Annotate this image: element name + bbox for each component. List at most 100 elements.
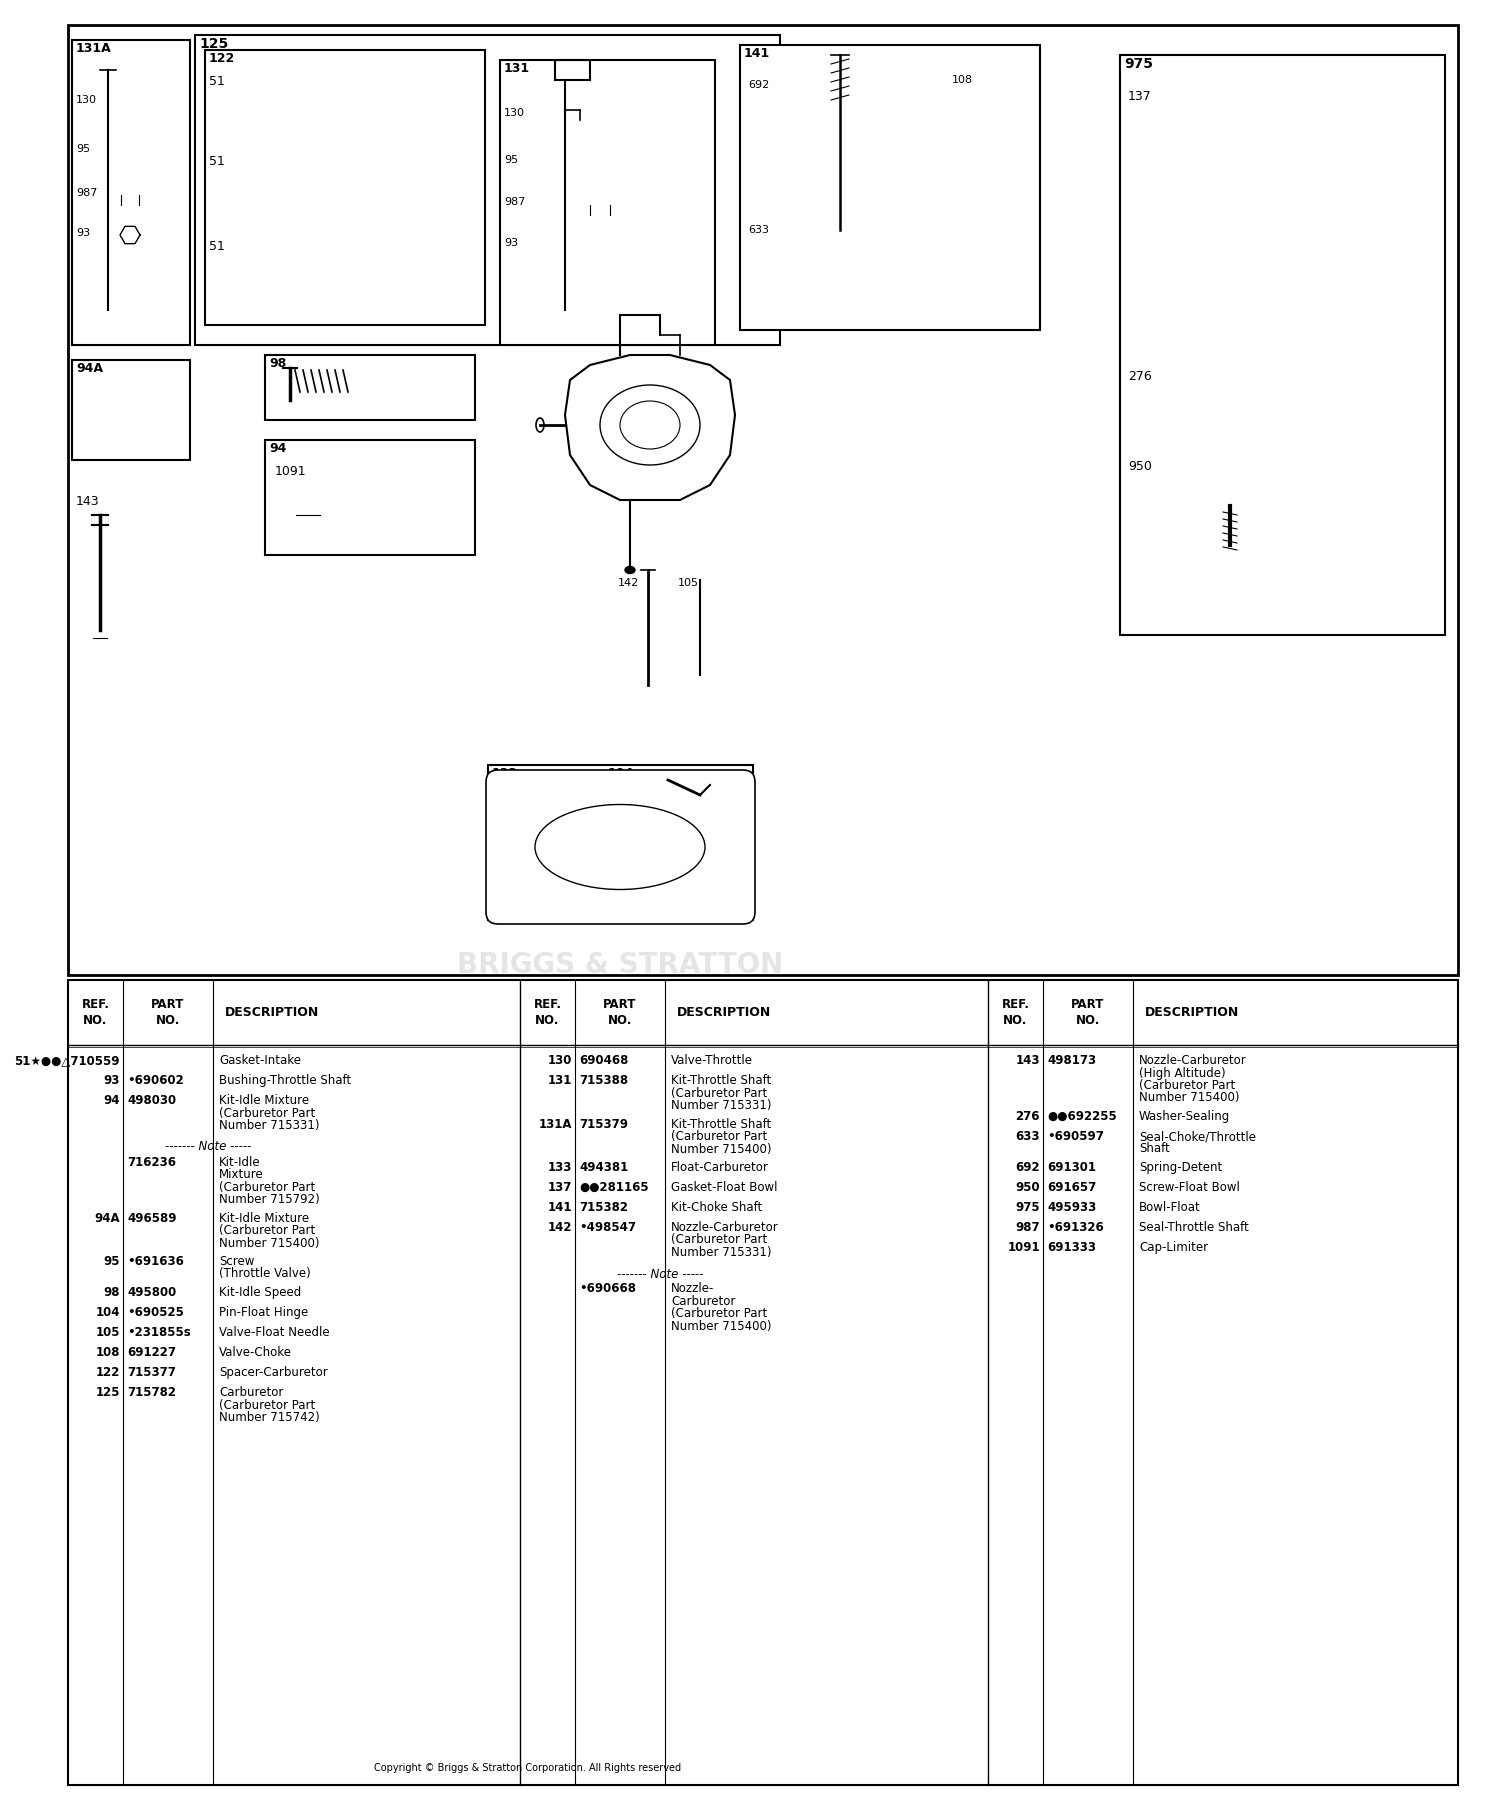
Text: 93: 93	[104, 1075, 120, 1087]
Text: 143: 143	[1016, 1055, 1040, 1067]
Text: Float-Carburetor: Float-Carburetor	[670, 1161, 770, 1174]
Bar	[195, 34, 780, 346]
Text: 690468: 690468	[579, 1055, 628, 1067]
Text: Shaft: Shaft	[1138, 1143, 1170, 1156]
Text: 691227: 691227	[128, 1346, 176, 1359]
Text: Kit-Throttle Shaft: Kit-Throttle Shaft	[670, 1075, 771, 1087]
Text: 496589: 496589	[128, 1211, 177, 1224]
Text: Valve-Float Needle: Valve-Float Needle	[219, 1327, 330, 1339]
Text: Gasket-Intake: Gasket-Intake	[219, 1055, 302, 1067]
Text: ------- Note -----: ------- Note -----	[165, 1141, 250, 1154]
Text: 987: 987	[76, 187, 98, 198]
Polygon shape	[694, 644, 706, 686]
Bar	[1120, 56, 1444, 635]
Text: •690668: •690668	[579, 1282, 636, 1296]
Text: Carburetor: Carburetor	[670, 1294, 735, 1309]
FancyBboxPatch shape	[486, 770, 754, 923]
Text: Kit-Throttle Shaft: Kit-Throttle Shaft	[670, 1118, 771, 1130]
Text: (Carburetor Part: (Carburetor Part	[1138, 1078, 1236, 1093]
Ellipse shape	[626, 567, 634, 574]
Text: 125: 125	[96, 1386, 120, 1399]
Bar	[68, 979, 1458, 1786]
Text: 105: 105	[678, 578, 699, 589]
Text: NO.: NO.	[536, 1013, 560, 1028]
Text: Number 715400): Number 715400)	[1138, 1091, 1239, 1105]
Text: •690597: •690597	[1047, 1130, 1104, 1143]
Text: 143: 143	[76, 495, 99, 508]
Text: 137: 137	[1128, 90, 1152, 103]
Text: 133: 133	[548, 1161, 572, 1174]
Text: 498173: 498173	[1047, 1055, 1096, 1067]
Text: 95: 95	[76, 144, 90, 155]
Text: 104: 104	[608, 767, 634, 779]
Ellipse shape	[642, 684, 654, 691]
Text: Carburetor: Carburetor	[219, 1386, 284, 1399]
Text: 987: 987	[1016, 1220, 1040, 1235]
Text: 691333: 691333	[1047, 1240, 1096, 1255]
Bar	[72, 360, 190, 461]
Text: Mixture: Mixture	[219, 1168, 264, 1181]
Text: 122: 122	[96, 1366, 120, 1379]
Text: Kit-Idle Speed: Kit-Idle Speed	[219, 1285, 302, 1300]
Text: PART: PART	[152, 997, 184, 1012]
Text: Number 715742): Number 715742)	[219, 1411, 320, 1424]
Text: •691326: •691326	[1047, 1220, 1104, 1235]
Text: NO.: NO.	[84, 1013, 108, 1028]
Text: REF.: REF.	[534, 997, 561, 1012]
Polygon shape	[588, 238, 612, 259]
Text: DESCRIPTION: DESCRIPTION	[1144, 1006, 1239, 1019]
Text: 98: 98	[104, 1285, 120, 1300]
Text: Number 715400): Number 715400)	[670, 1319, 771, 1334]
Text: 108: 108	[952, 76, 974, 85]
Text: 141: 141	[548, 1201, 572, 1213]
Text: 105: 105	[96, 1327, 120, 1339]
Text: Number 715400): Number 715400)	[219, 1237, 320, 1249]
Bar	[72, 40, 190, 346]
Text: 987: 987	[504, 196, 525, 207]
Circle shape	[138, 409, 158, 428]
Text: Kit-Idle: Kit-Idle	[219, 1156, 261, 1168]
Bar	[266, 439, 476, 554]
Text: NO.: NO.	[1004, 1013, 1028, 1028]
Text: 142: 142	[548, 1220, 572, 1235]
Text: 93: 93	[76, 229, 90, 238]
Text: ●●692255: ●●692255	[1047, 1111, 1116, 1123]
Text: (Carburetor Part: (Carburetor Part	[219, 1107, 315, 1120]
Bar	[266, 355, 476, 419]
Text: 715782: 715782	[128, 1386, 176, 1399]
Text: •231855s: •231855s	[128, 1327, 190, 1339]
Text: 108: 108	[96, 1346, 120, 1359]
Text: Spring-Detent: Spring-Detent	[1138, 1161, 1222, 1174]
Text: 122: 122	[209, 52, 236, 65]
Text: 51★●●△710559: 51★●●△710559	[15, 1055, 120, 1067]
Text: 692: 692	[1016, 1161, 1040, 1174]
Text: Nozzle-Carburetor: Nozzle-Carburetor	[670, 1220, 778, 1235]
Text: 51: 51	[209, 155, 225, 167]
Text: Gasket-Float Bowl: Gasket-Float Bowl	[670, 1181, 777, 1193]
FancyBboxPatch shape	[214, 59, 471, 137]
Text: 95: 95	[104, 1255, 120, 1267]
Text: 93: 93	[504, 238, 518, 248]
Text: Bushing-Throttle Shaft: Bushing-Throttle Shaft	[219, 1075, 351, 1087]
Text: Number 715331): Number 715331)	[670, 1246, 771, 1258]
Text: 130: 130	[76, 95, 98, 104]
Text: 692: 692	[748, 79, 770, 90]
Text: ------- Note -----: ------- Note -----	[616, 1267, 704, 1280]
Text: 691301: 691301	[1047, 1161, 1096, 1174]
Text: DESCRIPTION: DESCRIPTION	[676, 1006, 771, 1019]
Text: NO.: NO.	[1076, 1013, 1100, 1028]
Text: Valve-Throttle: Valve-Throttle	[670, 1055, 753, 1067]
Text: Copyright © Briggs & Stratton Corporation. All Rights reserved: Copyright © Briggs & Stratton Corporatio…	[375, 1762, 681, 1773]
Text: Spacer-Carburetor: Spacer-Carburetor	[219, 1366, 327, 1379]
Text: 715377: 715377	[128, 1366, 176, 1379]
Text: 975: 975	[1016, 1201, 1040, 1213]
Text: Seal-Throttle Shaft: Seal-Throttle Shaft	[1138, 1220, 1248, 1235]
Text: Bowl-Float: Bowl-Float	[1138, 1201, 1200, 1213]
FancyBboxPatch shape	[214, 223, 471, 301]
Bar	[500, 59, 716, 346]
Text: 131: 131	[504, 61, 530, 76]
Text: 51: 51	[209, 239, 225, 254]
Text: Screw: Screw	[219, 1255, 255, 1267]
Circle shape	[388, 502, 412, 527]
Text: •690602: •690602	[128, 1075, 183, 1087]
